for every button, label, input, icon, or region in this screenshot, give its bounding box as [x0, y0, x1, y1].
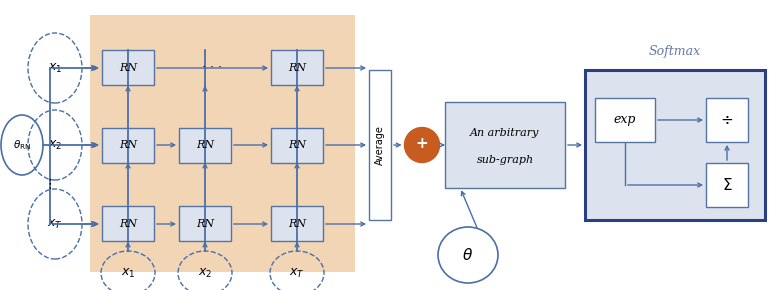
Text: ÷: ÷ — [720, 113, 734, 128]
Text: $x_1$: $x_1$ — [48, 61, 63, 75]
Text: Average: Average — [375, 125, 385, 165]
Bar — [706, 163, 748, 207]
Text: $x_2$: $x_2$ — [198, 267, 212, 280]
Bar — [90, 15, 355, 272]
Bar — [706, 98, 748, 142]
Text: exp: exp — [614, 113, 636, 126]
Text: RN: RN — [119, 140, 137, 150]
Bar — [102, 128, 154, 162]
Text: $\Sigma$: $\Sigma$ — [722, 177, 732, 193]
Text: RN: RN — [196, 219, 214, 229]
Text: RN: RN — [119, 63, 137, 73]
Bar — [102, 50, 154, 86]
Bar — [369, 70, 391, 220]
Text: $x_T$: $x_T$ — [289, 267, 305, 280]
Text: Softmax: Softmax — [649, 46, 701, 59]
Text: $\theta$: $\theta$ — [462, 247, 474, 263]
Circle shape — [404, 128, 440, 162]
Bar — [179, 206, 231, 242]
Text: $x_2$: $x_2$ — [48, 138, 62, 152]
Bar — [271, 50, 323, 86]
Text: +: + — [416, 137, 428, 151]
Text: sub-graph: sub-graph — [476, 155, 533, 165]
Text: RN: RN — [196, 140, 214, 150]
Text: RN: RN — [288, 219, 306, 229]
Text: $x_T$: $x_T$ — [47, 218, 63, 231]
Text: $x_1$: $x_1$ — [121, 267, 135, 280]
Text: RN: RN — [119, 219, 137, 229]
Text: RN: RN — [288, 63, 306, 73]
Bar — [595, 98, 655, 142]
Text: An arbitrary: An arbitrary — [470, 128, 540, 138]
Bar — [271, 128, 323, 162]
Text: ⋮: ⋮ — [44, 178, 56, 191]
Bar — [179, 128, 231, 162]
Bar — [445, 102, 565, 188]
Bar — [102, 206, 154, 242]
Text: $\theta_{\rm RN}$: $\theta_{\rm RN}$ — [13, 138, 31, 152]
Bar — [585, 70, 765, 220]
Text: RN: RN — [288, 140, 306, 150]
Text: · · ·: · · · — [203, 61, 223, 75]
Bar — [271, 206, 323, 242]
